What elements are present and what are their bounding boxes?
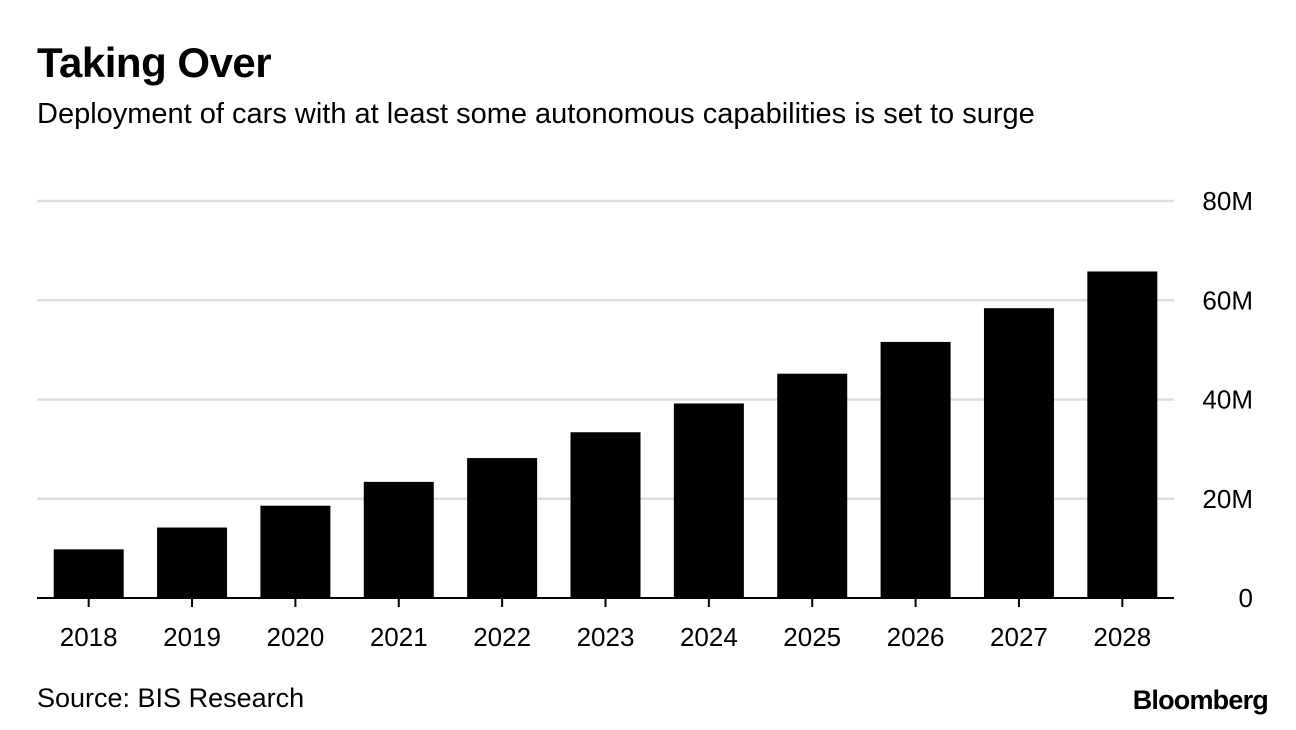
bar-chart: 0 20M 40M 60M 80M 2018 2019 2020 2021 2022 2023 202… xyxy=(37,186,1253,652)
x-tick-label: 2018 xyxy=(60,622,118,652)
y-tick-label: 80M xyxy=(1202,186,1253,216)
bloomberg-logo: Bloomberg xyxy=(1132,685,1269,715)
bar-2021 xyxy=(363,481,434,598)
bar-2027 xyxy=(983,308,1054,598)
x-tick-label: 2026 xyxy=(887,622,945,652)
y-tick-label: 0 xyxy=(1239,583,1253,613)
x-tick-label: 2027 xyxy=(990,622,1048,652)
bar-2020 xyxy=(260,505,331,598)
y-tick-label: 20M xyxy=(1202,484,1253,514)
bar-2022 xyxy=(467,458,538,598)
x-tick-label: 2019 xyxy=(163,622,221,652)
bar-2023 xyxy=(570,432,641,598)
bar-2019 xyxy=(157,527,228,598)
x-tick-label: 2020 xyxy=(266,622,324,652)
bar-2025 xyxy=(777,373,848,598)
source-note: Source: BIS Research xyxy=(37,683,305,713)
x-tick-label: 2021 xyxy=(370,622,428,652)
x-tick-label: 2025 xyxy=(783,622,841,652)
x-tick-label: 2022 xyxy=(473,622,531,652)
bar-2026 xyxy=(880,341,951,598)
bars xyxy=(53,271,1158,598)
y-tick-label: 60M xyxy=(1202,285,1253,315)
bar-2018 xyxy=(53,549,124,598)
x-tick-label: 2028 xyxy=(1093,622,1151,652)
bar-2024 xyxy=(673,403,744,598)
chart-subtitle: Deployment of cars with at least some au… xyxy=(37,98,1035,130)
axes: 0 20M 40M 60M 80M 2018 2019 2020 2021 2022 2023 202… xyxy=(37,186,1253,652)
x-tick-label: 2024 xyxy=(680,622,738,652)
y-tick-label: 40M xyxy=(1202,385,1253,415)
x-tick-label: 2023 xyxy=(577,622,635,652)
chart-title: Taking Over xyxy=(37,39,272,86)
bar-2028 xyxy=(1087,271,1158,598)
